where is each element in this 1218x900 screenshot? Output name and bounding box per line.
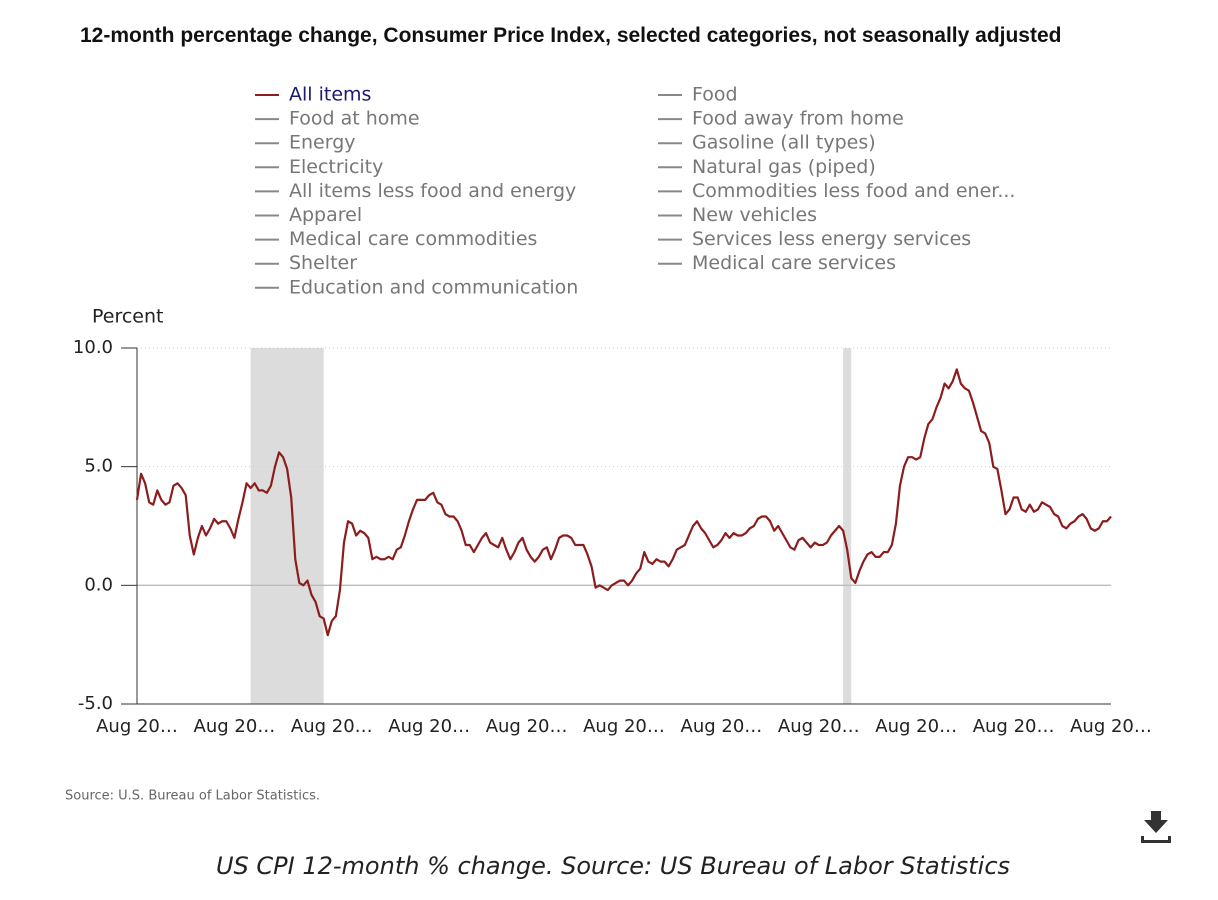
source: Source: U.S. Bureau of Labor Statistics. (65, 789, 320, 804)
x-tick-label: Aug 20… (778, 716, 860, 737)
x-tick-label: Aug 20… (583, 716, 665, 737)
caption: US CPI 12-month % change. Source: US Bur… (216, 852, 1010, 880)
recession-band (250, 348, 324, 704)
legend-label: Energy (289, 132, 356, 154)
legend-label: Food (692, 84, 738, 106)
y-axis-label: Percent (92, 306, 164, 328)
x-tick-label: Aug 20… (291, 716, 373, 737)
legend-label: Natural gas (piped) (692, 156, 876, 178)
chart-title: 12-month percentage change, Consumer Pri… (80, 24, 1062, 47)
x-tick-label: Aug 20… (875, 716, 957, 737)
y-tick-label: 0.0 (84, 574, 113, 595)
recession-band (843, 348, 852, 704)
y-tick-label: 5.0 (84, 456, 113, 477)
series-line (135, 368, 1112, 637)
legend-label: Education and communication (289, 276, 578, 298)
legend-label: Apparel (289, 204, 362, 226)
title-box: 12-month percentage change, Consumer Pri… (80, 24, 1062, 47)
legend-label: Medical care commodities (289, 228, 537, 250)
legend-label: All items less food and energy (289, 180, 576, 202)
x-tick-label: Aug 20… (681, 716, 763, 737)
legend-label: Medical care services (692, 252, 896, 274)
legend-label: Food away from home (692, 108, 904, 130)
download-icon[interactable] (1141, 811, 1171, 843)
legend-label: Electricity (289, 156, 383, 178)
legend-label: Services less energy services (692, 228, 971, 250)
x-tick-label: Aug 20… (973, 716, 1055, 737)
x-tick-label: Aug 20… (388, 716, 470, 737)
legend-label: Commodities less food and ener... (692, 180, 1015, 202)
x-tick-label: Aug 20… (486, 716, 568, 737)
legend-label: Gasoline (all types) (692, 132, 876, 154)
x-tick-label: Aug 20… (96, 716, 178, 737)
x-tick-label: Aug 20… (1070, 716, 1152, 737)
y-tick-label: -5.0 (78, 693, 113, 714)
legend-label: Food at home (289, 108, 420, 130)
legend-label: New vehicles (692, 204, 817, 226)
y-tick-label: 10.0 (73, 337, 113, 358)
legend-label: Shelter (289, 252, 357, 274)
legend-label: All items (289, 84, 371, 106)
x-tick-label: Aug 20… (194, 716, 276, 737)
